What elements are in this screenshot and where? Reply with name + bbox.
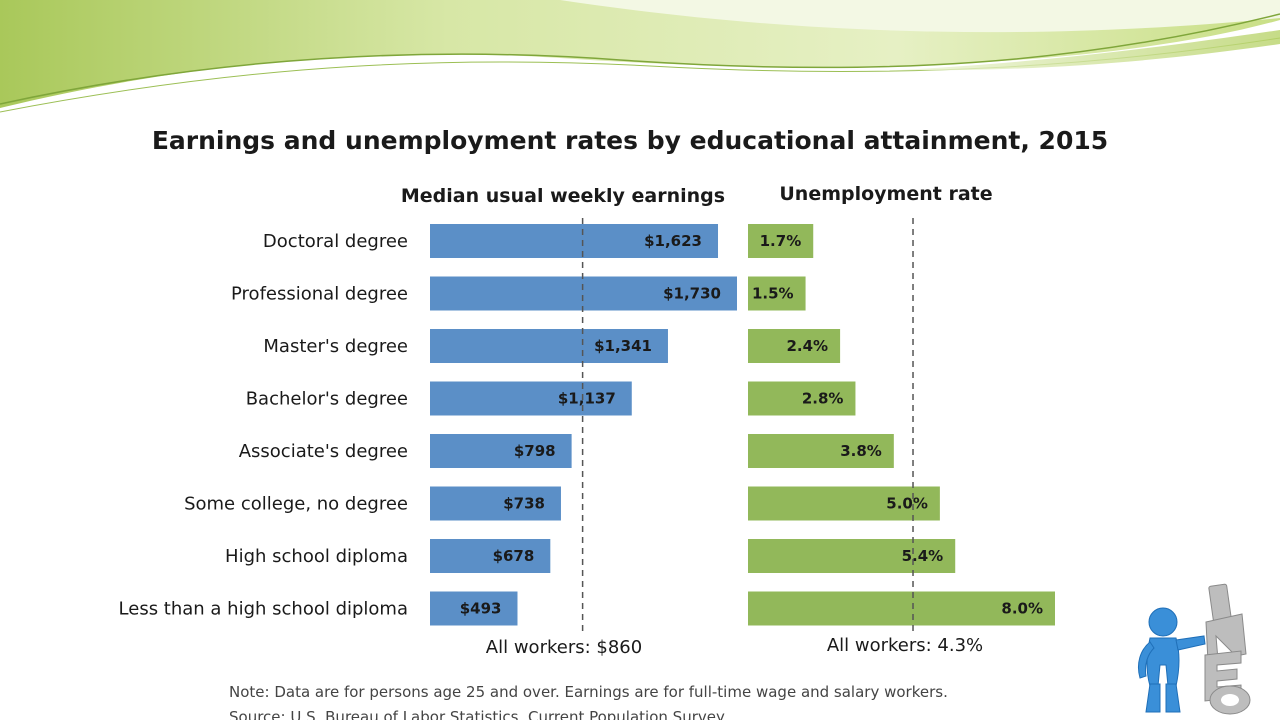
unemployment-bar — [748, 329, 841, 363]
earnings-value-label: $1,623 — [644, 232, 702, 250]
unemployment-bar — [748, 539, 956, 573]
earnings-bar — [430, 591, 518, 626]
earnings-bar — [430, 224, 719, 258]
unemployment-value-label: 2.4% — [786, 337, 828, 355]
unemployment-value-label: 1.5% — [752, 285, 794, 303]
unemployment-value-label: 2.8% — [802, 390, 844, 408]
chart-source: Source: U.S. Bureau of Labor Statistics,… — [229, 708, 727, 720]
unemployment-value-label: 5.0% — [886, 495, 928, 513]
unemployment-value-label: 5.4% — [902, 547, 944, 565]
category-label: High school diploma — [225, 546, 408, 567]
unemployment-average-label: All workers: 4.3% — [827, 635, 983, 656]
category-labels: Doctoral degree Professional degree Master… — [119, 231, 408, 620]
unemployment-value-label: 3.8% — [840, 442, 882, 460]
category-label: Less than a high school diploma — [119, 599, 408, 620]
unemployment-value-label: 1.7% — [760, 232, 802, 250]
category-label: Master's degree — [263, 336, 408, 357]
unemployment-bars: 1.7% 1.5% 2.4% 2.8% 3.8% 5.0% 5.4% 8.0% — [748, 224, 1055, 626]
chart-title: Earnings and unemployment rates by educa… — [152, 126, 1108, 155]
category-label: Bachelor's degree — [246, 389, 408, 410]
unemployment-panel-title: Unemployment rate — [779, 183, 992, 205]
earnings-value-label: $798 — [514, 442, 556, 460]
category-label: Professional degree — [231, 284, 408, 305]
chart-note: Note: Data are for persons age 25 and ov… — [229, 683, 948, 701]
earnings-value-label: $738 — [503, 495, 545, 513]
earnings-bar — [430, 381, 632, 416]
earnings-bar — [430, 276, 737, 311]
earnings-value-label: $1,341 — [594, 337, 652, 355]
earnings-bars: $1,623 $1,730 $1,341 $1,137 $798 $738 $678 $493 — [430, 224, 737, 626]
earnings-value-label: $1,137 — [558, 390, 616, 408]
earnings-average-label: All workers: $860 — [486, 637, 642, 658]
category-label: Doctoral degree — [263, 231, 408, 252]
unemployment-bar — [748, 486, 940, 521]
category-label: Some college, no degree — [184, 494, 408, 515]
category-label: Associate's degree — [239, 441, 408, 462]
earnings-panel-title: Median usual weekly earnings — [401, 185, 725, 207]
header-swoosh — [0, 0, 1280, 113]
unemployment-bar — [748, 591, 1055, 626]
earnings-value-label: $1,730 — [663, 285, 721, 303]
unemployment-bar — [748, 434, 894, 468]
person-with-letters-icon — [1137, 583, 1251, 715]
earnings-bar — [430, 329, 668, 363]
earnings-bar — [430, 539, 551, 573]
earnings-bar — [430, 486, 561, 521]
earnings-bar — [430, 434, 572, 468]
unemployment-bar — [748, 224, 814, 258]
earnings-value-label: $678 — [493, 547, 535, 565]
unemployment-value-label: 8.0% — [1001, 600, 1043, 618]
unemployment-bar — [748, 276, 806, 311]
unemployment-bar — [748, 381, 856, 416]
earnings-value-label: $493 — [460, 600, 502, 618]
